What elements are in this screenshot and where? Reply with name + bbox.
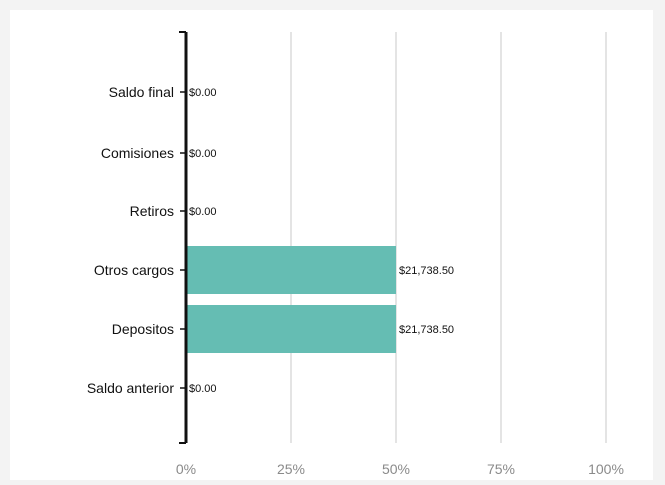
data-label: $21,738.50: [399, 324, 454, 336]
category-label: Depositos: [112, 321, 174, 337]
bar: [186, 246, 396, 294]
x-tick-label: 75%: [487, 461, 515, 477]
category-label: Retiros: [130, 203, 174, 219]
data-label: $0.00: [189, 383, 217, 395]
x-tick-label: 50%: [382, 461, 410, 477]
data-label: $0.00: [189, 206, 217, 218]
x-tick-label: 100%: [588, 461, 624, 477]
bar: [186, 305, 396, 353]
category-label: Comisiones: [101, 145, 174, 161]
x-tick-label: 25%: [277, 461, 305, 477]
category-label: Saldo anterior: [87, 380, 175, 396]
category-label: Saldo final: [109, 84, 174, 100]
category-label: Otros cargos: [94, 262, 174, 278]
data-label: $21,738.50: [399, 265, 454, 277]
x-tick-label: 0%: [176, 461, 196, 477]
data-label: $0.00: [189, 148, 217, 160]
chart-panel: [10, 10, 653, 480]
data-label: $0.00: [189, 87, 217, 99]
